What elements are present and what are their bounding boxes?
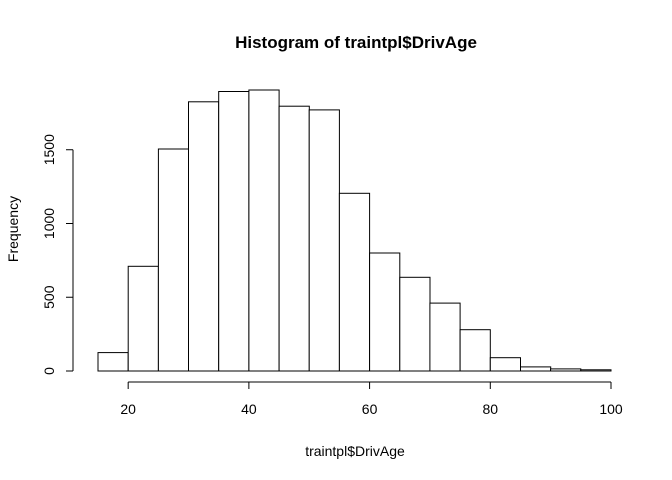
y-tick-label: 1500 bbox=[41, 134, 57, 165]
histogram-bar bbox=[550, 368, 582, 372]
histogram-bar bbox=[580, 369, 612, 372]
histogram-bar bbox=[459, 329, 491, 372]
histogram-bar bbox=[248, 89, 280, 372]
y-tick-label: 0 bbox=[41, 367, 57, 375]
x-axis: 20 40 60 80 100 bbox=[120, 381, 623, 417]
x-tick-label: 40 bbox=[241, 401, 257, 417]
x-tick-label: 100 bbox=[599, 401, 623, 417]
y-tick-label: 1000 bbox=[41, 208, 57, 239]
histogram-bar bbox=[489, 357, 521, 372]
histogram-bar bbox=[188, 101, 220, 372]
histogram-bar bbox=[157, 148, 190, 372]
histogram-bar bbox=[308, 109, 340, 372]
histogram-bar bbox=[369, 252, 401, 372]
y-axis: 0 500 1000 1500 bbox=[41, 134, 74, 375]
histogram-bar bbox=[127, 265, 159, 372]
histogram-bar bbox=[429, 302, 461, 372]
histogram-bar bbox=[218, 91, 250, 372]
x-axis-label: traintpl$DrivAge bbox=[305, 443, 405, 459]
bars-group bbox=[97, 89, 612, 372]
y-tick-label: 500 bbox=[41, 285, 57, 309]
histogram-bar bbox=[278, 105, 310, 372]
histogram-bar bbox=[338, 192, 371, 372]
x-tick-label: 20 bbox=[120, 401, 136, 417]
x-tick-label: 60 bbox=[362, 401, 378, 417]
histogram-bar bbox=[97, 352, 129, 372]
chart-title: Histogram of traintpl$DrivAge bbox=[235, 33, 477, 52]
histogram-bar bbox=[399, 276, 431, 372]
y-axis-label: Frequency bbox=[5, 196, 21, 262]
histogram-bar bbox=[520, 366, 552, 372]
x-tick-label: 80 bbox=[483, 401, 499, 417]
